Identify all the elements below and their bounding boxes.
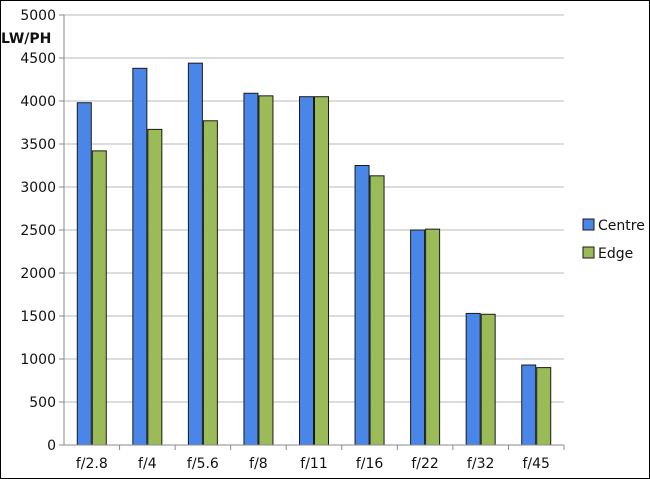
legend-label-edge: Edge — [598, 246, 633, 262]
bar-centre-f28 — [76, 102, 92, 446]
y-tick-label: 3000 — [20, 180, 56, 196]
bar-centre-f22 — [410, 229, 426, 446]
bar-centre-f45 — [521, 364, 537, 446]
bar-edge-f56 — [202, 120, 218, 446]
y-axis-label: LW/PH — [1, 31, 51, 47]
bar-edge-f45 — [536, 367, 552, 446]
bar-centre-f16 — [354, 165, 370, 446]
bar-edge-f28 — [91, 150, 107, 446]
bar-centre-f4 — [132, 67, 148, 446]
x-tick-label: f/11 — [300, 456, 327, 472]
bar-edge-f11 — [314, 96, 329, 446]
bar-centre-f56 — [187, 62, 203, 446]
x-tick-label: f/8 — [249, 456, 268, 472]
y-tick-label: 0 — [47, 438, 56, 454]
legend-swatch-centre — [582, 218, 595, 231]
y-tick-label: 1000 — [20, 352, 56, 368]
bar-edge-f16 — [369, 175, 385, 446]
legend-label-centre: Centre — [598, 218, 645, 234]
y-tick-label: 2000 — [20, 266, 56, 282]
x-tick-label: f/22 — [411, 456, 438, 472]
x-tick-label: f/5.6 — [187, 456, 219, 472]
y-tick-label: 4500 — [20, 51, 56, 67]
x-tick-label: f/4 — [138, 456, 157, 472]
x-tick-label: f/32 — [467, 456, 494, 472]
y-tick-label: 3500 — [20, 137, 56, 153]
bars — [76, 62, 552, 446]
y-tick-label: 4000 — [20, 94, 56, 110]
x-tick-label: f/45 — [522, 456, 549, 472]
y-tick-label: 500 — [29, 395, 56, 411]
bar-edge-f8 — [258, 95, 274, 446]
bar-centre-f32 — [465, 312, 481, 446]
y-tick-label: 5000 — [20, 8, 56, 24]
bar-edge-f22 — [425, 228, 441, 446]
x-tick-label: f/2.8 — [76, 456, 108, 472]
bar-centre-f11 — [299, 96, 314, 446]
x-tick-label: f/16 — [356, 456, 384, 472]
x-axis-ticks: f/2.8 f/4 f/5.6 f/8 f/11 f/16 f/22 f/32 f/45 — [76, 445, 565, 472]
y-axis-ticks: 0 500 1000 1500 2000 2500 3000 3500 4000 4500 5000 — [20, 8, 64, 454]
bar-edge-f4 — [147, 128, 163, 446]
bar-centre-f8 — [243, 92, 259, 446]
legend-swatch-edge — [582, 246, 595, 259]
legend: Centre Edge — [582, 218, 645, 262]
y-tick-label: 1500 — [20, 309, 56, 325]
y-tick-label: 2500 — [20, 223, 56, 239]
bar-edge-f32 — [480, 313, 496, 446]
